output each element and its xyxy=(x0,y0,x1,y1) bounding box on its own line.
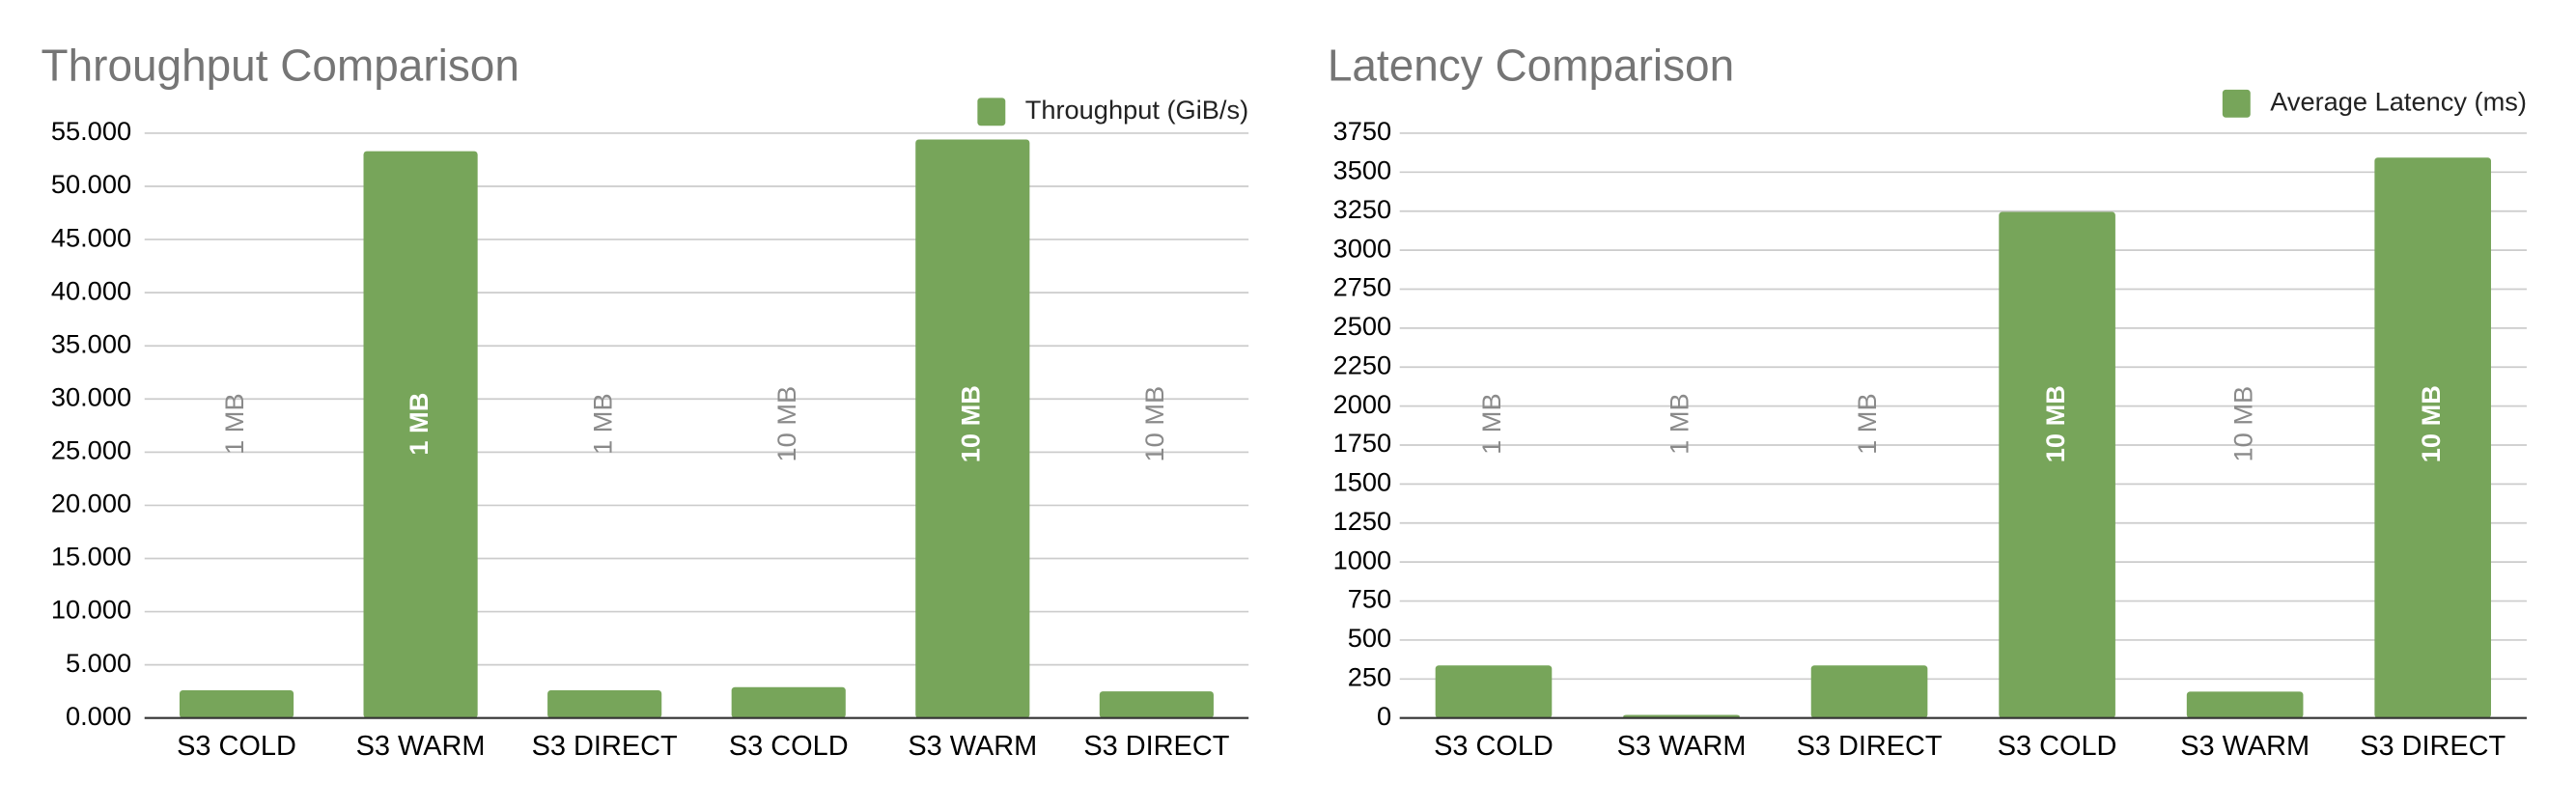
bar xyxy=(2186,691,2304,718)
bar xyxy=(1435,665,1553,718)
y-tick-label: 3250 xyxy=(1333,194,1392,224)
y-tick-label: 1750 xyxy=(1333,428,1392,458)
y-tick-label: 500 xyxy=(1348,623,1391,653)
y-tick-label: 10.000 xyxy=(51,595,131,625)
bar-annotation: 10 MB xyxy=(771,386,801,462)
y-tick-label: 0 xyxy=(1377,701,1391,731)
legend-swatch xyxy=(977,98,1006,126)
bar xyxy=(915,139,1030,718)
chart-title: Latency Comparison xyxy=(1328,41,1734,91)
x-tick-label: S3 WARM xyxy=(1617,731,1747,762)
bar xyxy=(731,686,846,718)
y-tick-label: 3750 xyxy=(1333,116,1392,146)
bar-annotation: 1 MB xyxy=(1476,393,1506,455)
x-tick-label: S3 WARM xyxy=(908,731,1037,762)
legend-swatch xyxy=(2222,89,2251,118)
y-tick-label: 45.000 xyxy=(51,222,131,252)
bar-annotation: 10 MB xyxy=(955,385,985,462)
y-tick-label: 2250 xyxy=(1333,349,1392,379)
bar-annotation: 10 MB xyxy=(2040,385,2070,462)
y-tick-label: 1250 xyxy=(1333,506,1392,536)
bar xyxy=(1810,665,1928,718)
legend-label: Average Latency (ms) xyxy=(2270,87,2527,117)
y-tick-label: 30.000 xyxy=(51,381,131,411)
x-tick-label: S3 DIRECT xyxy=(532,731,678,762)
bar xyxy=(363,151,478,718)
bar-annotation: 1 MB xyxy=(404,393,434,456)
y-tick-label: 20.000 xyxy=(51,489,131,518)
y-tick-label: 40.000 xyxy=(51,275,131,305)
y-tick-label: 50.000 xyxy=(51,169,131,199)
bar xyxy=(1099,691,1214,718)
bar-annotation: 1 MB xyxy=(1852,393,1882,455)
y-tick-label: 5.000 xyxy=(66,648,131,678)
y-tick-label: 15.000 xyxy=(51,542,131,572)
x-tick-label: S3 COLD xyxy=(729,731,849,762)
y-tick-label: 2000 xyxy=(1333,389,1392,419)
y-tick-label: 3500 xyxy=(1333,155,1392,185)
bar xyxy=(1999,211,2115,718)
bar-annotation: 10 MB xyxy=(2227,386,2257,462)
y-tick-label: 750 xyxy=(1348,584,1391,614)
bar-annotation: 1 MB xyxy=(587,393,617,455)
y-tick-label: 250 xyxy=(1348,661,1391,691)
bar-annotation: 10 MB xyxy=(2416,385,2446,462)
bar-annotation: 1 MB xyxy=(1665,393,1694,455)
x-tick-label: S3 DIRECT xyxy=(2360,731,2506,762)
y-tick-label: 1000 xyxy=(1333,545,1392,574)
y-tick-label: 3000 xyxy=(1333,233,1392,263)
x-tick-label: S3 COLD xyxy=(177,731,296,762)
x-tick-label: S3 WARM xyxy=(356,731,486,762)
y-tick-label: 25.000 xyxy=(51,435,131,465)
x-tick-label: S3 WARM xyxy=(2180,731,2310,762)
y-tick-label: 55.000 xyxy=(51,116,131,146)
y-tick-label: 0.000 xyxy=(66,701,131,731)
legend-label: Throughput (GiB/s) xyxy=(1025,95,1248,125)
bar xyxy=(2374,157,2491,718)
bar-annotation: 10 MB xyxy=(1139,386,1169,462)
y-tick-label: 2750 xyxy=(1333,272,1392,302)
x-tick-label: S3 DIRECT xyxy=(1083,731,1229,762)
y-tick-label: 2500 xyxy=(1333,311,1392,341)
bar xyxy=(179,690,294,718)
y-tick-label: 1500 xyxy=(1333,467,1392,497)
y-tick-label: 35.000 xyxy=(51,328,131,358)
x-tick-label: S3 COLD xyxy=(1998,731,2117,762)
x-tick-label: S3 COLD xyxy=(1434,731,1554,762)
x-tick-label: S3 DIRECT xyxy=(1797,731,1943,762)
chart-title: Throughput Comparison xyxy=(42,41,519,91)
bar-annotation: 1 MB xyxy=(219,393,249,455)
bar xyxy=(547,690,662,718)
